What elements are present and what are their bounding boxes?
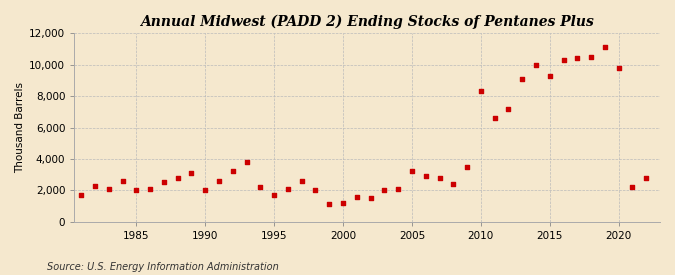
Point: [186, 171, 197, 175]
Point: [213, 179, 224, 183]
Point: [227, 169, 238, 174]
Point: [531, 62, 541, 67]
Point: [172, 175, 183, 180]
Point: [421, 174, 431, 178]
Point: [448, 182, 459, 186]
Point: [544, 73, 555, 78]
Point: [586, 55, 597, 59]
Point: [393, 186, 404, 191]
Point: [241, 160, 252, 164]
Point: [103, 186, 114, 191]
Point: [558, 58, 569, 62]
Point: [599, 45, 610, 50]
Point: [379, 188, 389, 192]
Point: [131, 188, 142, 192]
Point: [324, 202, 335, 207]
Point: [614, 66, 624, 70]
Point: [503, 106, 514, 111]
Point: [144, 186, 155, 191]
Point: [117, 179, 128, 183]
Point: [255, 185, 266, 189]
Point: [90, 183, 101, 188]
Point: [365, 196, 376, 200]
Point: [76, 193, 86, 197]
Point: [159, 180, 169, 185]
Point: [627, 185, 638, 189]
Point: [296, 179, 307, 183]
Point: [283, 186, 294, 191]
Point: [475, 89, 486, 94]
Point: [641, 175, 651, 180]
Point: [517, 77, 528, 81]
Text: Source: U.S. Energy Information Administration: Source: U.S. Energy Information Administ…: [47, 262, 279, 272]
Point: [338, 201, 348, 205]
Point: [434, 175, 445, 180]
Y-axis label: Thousand Barrels: Thousand Barrels: [15, 82, 25, 173]
Point: [462, 164, 472, 169]
Title: Annual Midwest (PADD 2) Ending Stocks of Pentanes Plus: Annual Midwest (PADD 2) Ending Stocks of…: [140, 15, 594, 29]
Point: [200, 187, 211, 192]
Point: [269, 193, 279, 197]
Point: [489, 116, 500, 120]
Point: [352, 194, 362, 199]
Point: [406, 169, 417, 174]
Point: [310, 187, 321, 192]
Point: [572, 56, 583, 61]
